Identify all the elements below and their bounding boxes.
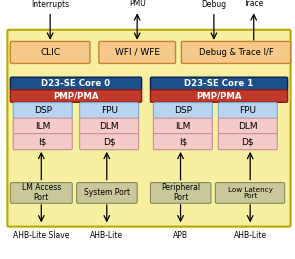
FancyBboxPatch shape	[218, 103, 277, 119]
Text: DSP: DSP	[174, 106, 192, 115]
FancyBboxPatch shape	[10, 77, 142, 91]
FancyBboxPatch shape	[80, 118, 139, 134]
Text: System Port: System Port	[84, 189, 130, 197]
FancyBboxPatch shape	[181, 41, 291, 63]
Text: Debug & Trace I/F: Debug & Trace I/F	[199, 48, 273, 57]
Text: Peripheral
Port: Peripheral Port	[161, 183, 200, 203]
Text: DLM: DLM	[238, 122, 258, 131]
FancyBboxPatch shape	[77, 183, 137, 203]
Text: AHB-Lite: AHB-Lite	[90, 231, 123, 240]
FancyBboxPatch shape	[218, 134, 277, 150]
FancyBboxPatch shape	[10, 41, 90, 63]
FancyBboxPatch shape	[13, 118, 72, 134]
Text: FPU: FPU	[101, 106, 118, 115]
Text: D$: D$	[103, 137, 115, 146]
Text: PMP/PMA: PMP/PMA	[196, 92, 242, 100]
Text: AHB-Lite Slave: AHB-Lite Slave	[13, 231, 70, 240]
FancyBboxPatch shape	[7, 30, 291, 227]
FancyBboxPatch shape	[153, 118, 212, 134]
FancyBboxPatch shape	[150, 77, 288, 91]
Text: AHB-Lite: AHB-Lite	[234, 231, 267, 240]
FancyBboxPatch shape	[150, 183, 211, 203]
FancyBboxPatch shape	[13, 134, 72, 150]
FancyBboxPatch shape	[80, 134, 139, 150]
Text: Interrupts: Interrupts	[31, 0, 69, 9]
FancyBboxPatch shape	[13, 103, 72, 119]
Text: I$: I$	[179, 137, 187, 146]
FancyBboxPatch shape	[10, 183, 72, 203]
FancyBboxPatch shape	[150, 90, 288, 102]
Text: Debug: Debug	[201, 0, 227, 9]
Text: Low Latency
Port: Low Latency Port	[227, 186, 273, 199]
FancyBboxPatch shape	[153, 134, 212, 150]
Text: DLM: DLM	[99, 122, 119, 131]
FancyBboxPatch shape	[10, 90, 142, 102]
Text: D23-SE Core 1: D23-SE Core 1	[184, 80, 254, 88]
Text: LM Access
Port: LM Access Port	[22, 183, 61, 203]
Text: PMU: PMU	[129, 0, 145, 8]
FancyBboxPatch shape	[80, 103, 139, 119]
Text: ILM: ILM	[35, 122, 50, 131]
Text: ILM: ILM	[175, 122, 191, 131]
FancyBboxPatch shape	[99, 41, 176, 63]
Text: CLIC: CLIC	[40, 48, 60, 57]
Text: I$: I$	[39, 137, 47, 146]
Text: DSP: DSP	[34, 106, 52, 115]
FancyBboxPatch shape	[215, 183, 285, 203]
Text: Trace: Trace	[244, 0, 264, 8]
Text: D$: D$	[242, 137, 254, 146]
FancyBboxPatch shape	[153, 103, 212, 119]
Text: WFI / WFE: WFI / WFE	[115, 48, 160, 57]
Text: FPU: FPU	[239, 106, 256, 115]
Text: APB: APB	[173, 231, 188, 240]
Text: PMP/PMA: PMP/PMA	[53, 92, 99, 100]
Text: D23-SE Core 0: D23-SE Core 0	[41, 80, 111, 88]
FancyBboxPatch shape	[218, 118, 277, 134]
